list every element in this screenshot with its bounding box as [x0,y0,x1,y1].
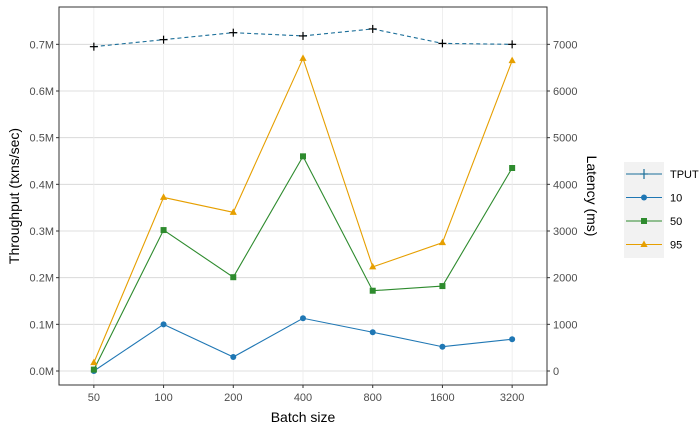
series-tput-point [508,40,517,49]
series-50-point [509,165,516,171]
y-right-tick-label: 7000 [553,39,577,51]
series-50-point [90,366,97,373]
legend: TPUT 10 50 95 [624,162,699,258]
legend-label: 95 [670,240,682,252]
y-right-tick-label: 0 [553,366,559,378]
series-95-point [229,208,237,215]
y-left-tick-label: 0.1M [30,319,54,331]
series-50-point [300,153,306,160]
legend-key-marker [641,218,647,224]
series-tput-point [299,31,307,40]
series-10-point [369,329,376,336]
series-50-point [230,274,237,281]
legend-item-tput: TPUT [626,169,699,181]
series-tput [89,24,517,51]
series-tput-point [159,35,168,44]
series-95-point [299,54,307,61]
y-right-tick-label: 4000 [553,179,577,191]
series-95-point [159,193,168,200]
legend-item-95: 95 [626,240,682,252]
series-50-point [439,283,446,290]
series-10-point [230,354,237,360]
legend-item-10: 10 [626,193,682,205]
y-left-tick-label: 0.3M [30,226,54,238]
series-layer [89,24,517,374]
series-50-point [369,287,376,294]
y-left-tick-label: 0.6M [30,86,54,98]
series-95-point [438,238,447,246]
series-50-point [160,227,167,234]
x-tick-label: 50 [88,392,100,404]
series-tput-point [89,42,98,51]
y-right-tick-label: 1000 [553,319,577,331]
x-tick-label: 1600 [430,392,454,404]
series-tput-point [229,28,238,37]
series-tput-point [438,39,447,48]
series-95-point [508,56,516,64]
series-10-point [160,321,167,328]
y-left-tick-label: 0.7M [30,39,54,51]
legend-label: 10 [670,193,682,205]
x-tick-label: 800 [364,392,382,404]
y-right-tick-label: 6000 [553,86,577,98]
legend-item-50: 50 [626,216,682,228]
y-axis-left-title: Throughput (txns/sec) [6,128,22,264]
y-right-tick-label: 3000 [553,226,577,238]
legend-label: TPUT [670,169,699,181]
series-95 [90,54,516,366]
series-10-point [509,336,516,343]
x-axis-title: Batch size [271,409,336,425]
legend-key-marker [641,194,647,201]
y-left-tick-label: 0.0M [30,366,54,378]
x-tick-label: 100 [154,392,172,404]
legend-label: 50 [670,216,682,228]
axes: 0.0M 0.1M 0.2M 0.3M 0.4M 0.5M 0.6M 0.7M 0 1000 200… [30,39,578,404]
y-left-tick-label: 0.5M [30,133,54,145]
series-95-point [90,358,98,366]
series-50 [90,153,516,373]
legend-key-marker [640,240,648,247]
y-left-tick-label: 0.4M [30,179,54,191]
series-10-point [300,315,306,322]
x-tick-label: 400 [294,392,312,404]
y-right-tick-label: 2000 [553,273,577,285]
legend-key-marker [640,169,648,179]
y-left-tick-label: 0.2M [30,273,54,285]
series-tput-point [368,24,377,33]
y-axis-right-title: Latency (ms) [584,156,600,237]
series-95-point [369,262,377,270]
x-tick-label: 3200 [500,392,524,404]
series-10-point [439,343,446,350]
x-tick-label: 200 [224,392,242,404]
y-right-tick-label: 5000 [553,133,577,145]
